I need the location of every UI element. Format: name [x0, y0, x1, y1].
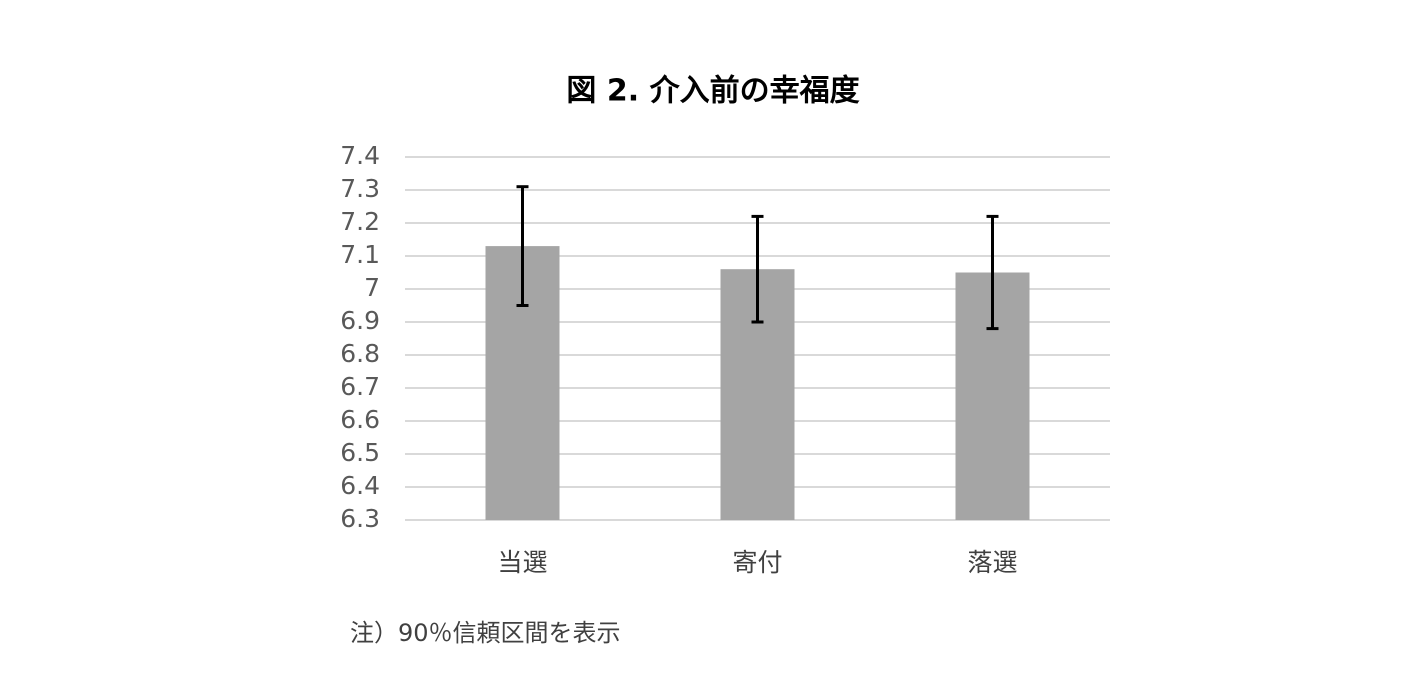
y-tick-label: 6.7 [340, 372, 380, 401]
footnote: 注）90％信頼区間を表示 [350, 619, 621, 647]
error-bar [516, 185, 529, 307]
y-tick-label: 6.4 [340, 471, 380, 500]
y-tick-label: 7.3 [340, 174, 380, 203]
y-tick-label: 6.6 [340, 405, 380, 434]
error-bar [986, 214, 999, 331]
y-tick-label: 7.4 [340, 141, 380, 170]
chart-title: 図 2. 介入前の幸福度 [566, 74, 859, 109]
y-tick-label: 6.9 [340, 306, 380, 335]
y-tick-label: 7.1 [340, 240, 380, 269]
error-bar [751, 214, 764, 324]
y-tick-label: 7 [364, 273, 380, 302]
y-tick-label: 6.5 [340, 438, 380, 467]
y-tick-label: 7.2 [340, 207, 380, 236]
x-tick-label: 落選 [967, 548, 1017, 577]
y-tick-label: 6.8 [340, 339, 380, 368]
x-tick-label: 当選 [497, 548, 547, 577]
x-tick-label: 寄付 [732, 548, 782, 577]
y-tick-label: 6.3 [340, 504, 380, 533]
